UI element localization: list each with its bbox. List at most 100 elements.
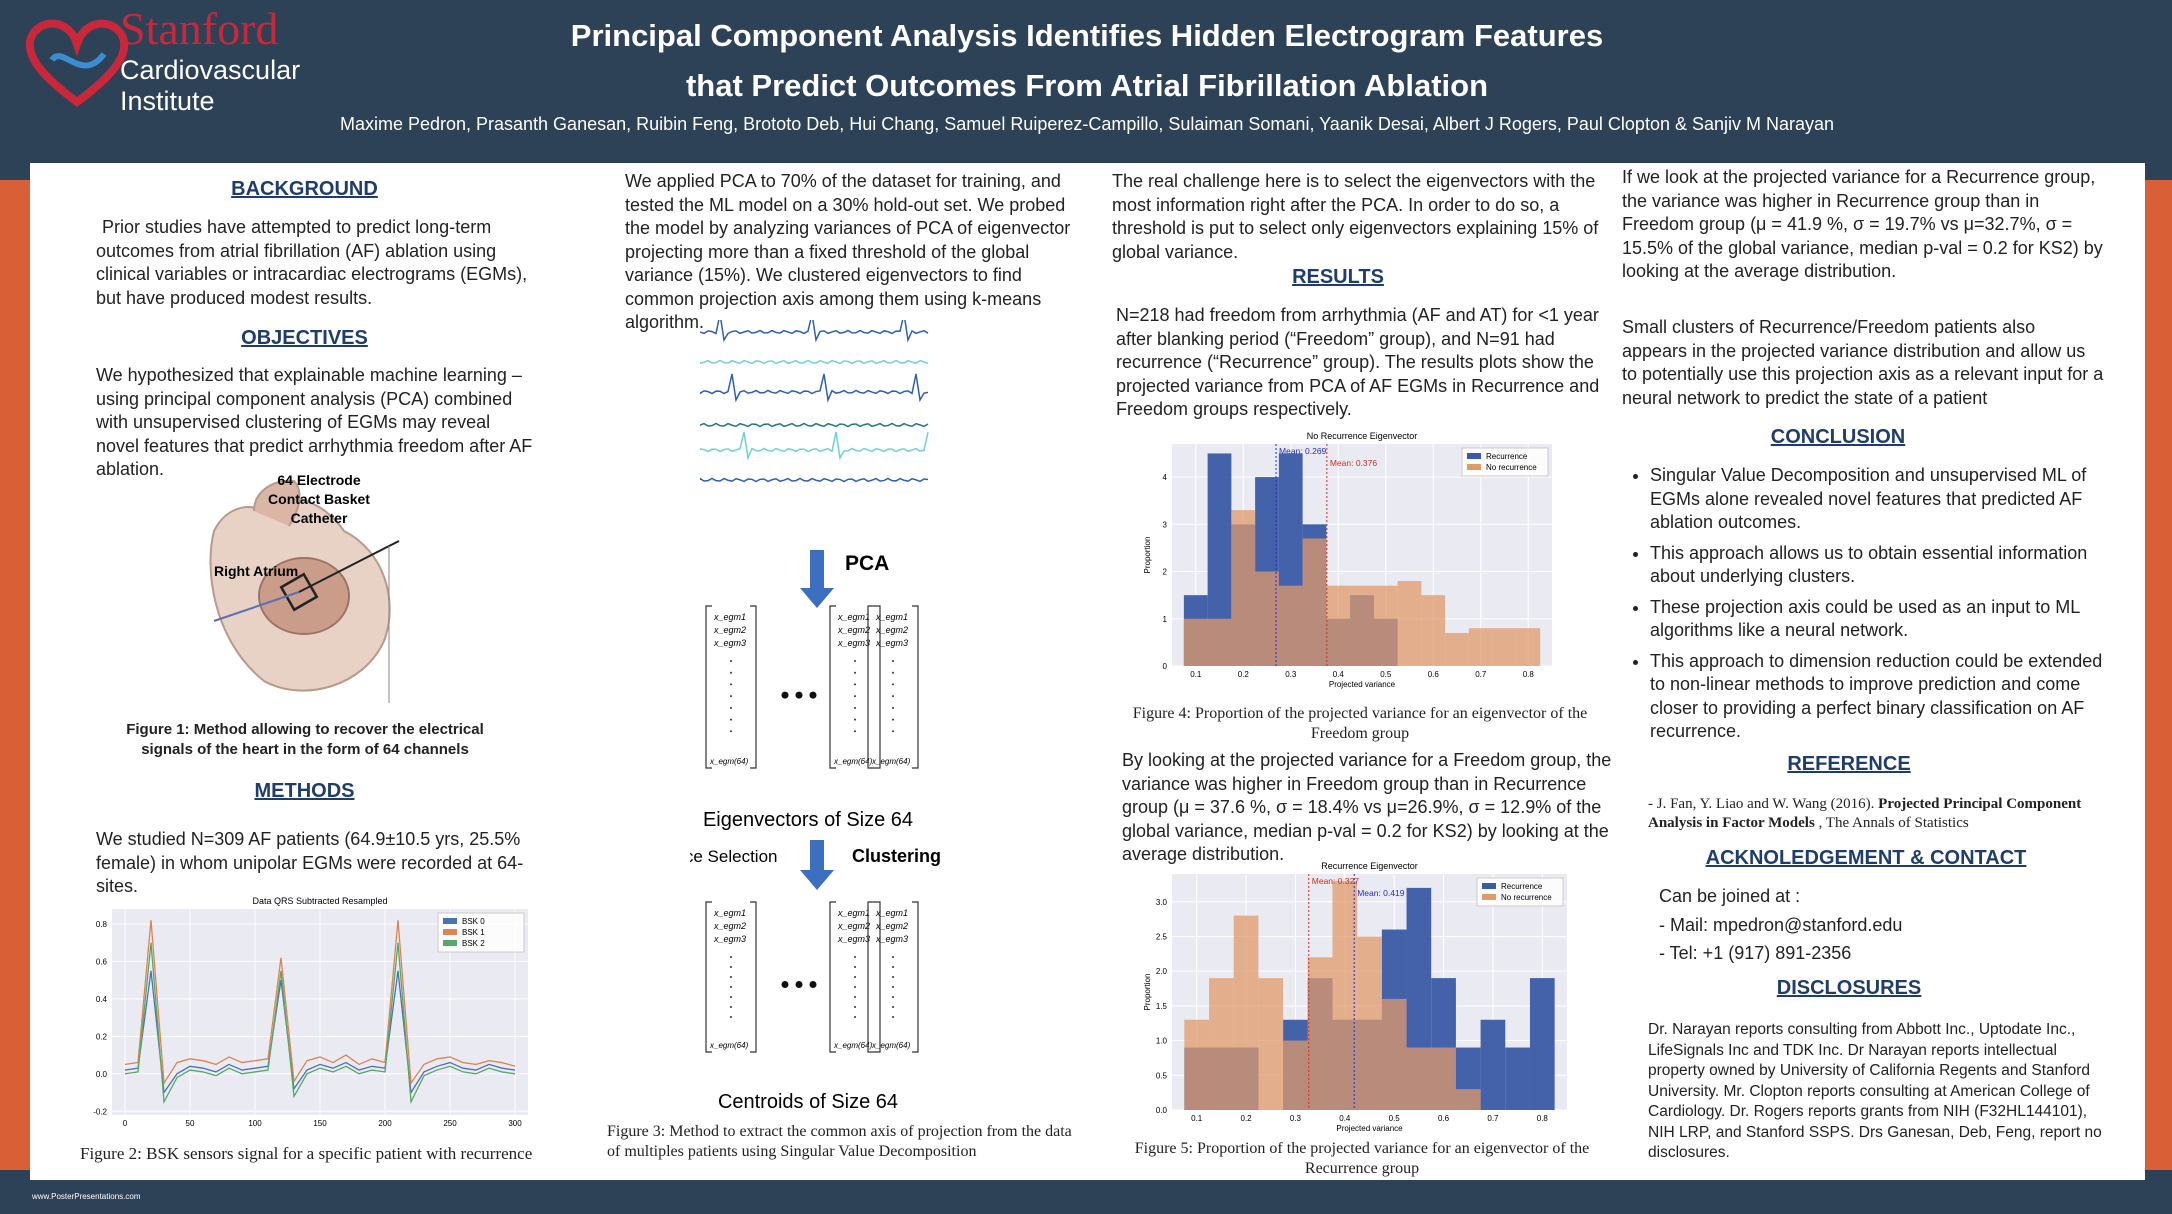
matrix-entry: x_egm2 (713, 625, 746, 635)
histogram-bar (1406, 1047, 1432, 1110)
paragraph: We studied N=309 AF patients (64.9±10.5 … (96, 829, 524, 896)
x-tick-label: 250 (443, 1119, 457, 1128)
x-tick-label: 200 (378, 1119, 392, 1128)
caption: Figure 5: Proportion of the projected va… (1134, 1140, 1590, 1177)
egm-trace (700, 359, 929, 365)
y-tick-label: 4 (1163, 473, 1168, 482)
figure4-chart: No Recurrence Eigenvector 0 1 2 3 4 0.1 0.2 0.3 0… (1143, 431, 1552, 689)
y-tick-label: 1.5 (1156, 1002, 1168, 1011)
matrix-dot (892, 695, 894, 698)
matrix-dot (892, 976, 894, 978)
matrix-dot (854, 695, 856, 698)
legend-label: Recurrence (1501, 882, 1543, 891)
matrix-entry: x_egm3 (713, 934, 746, 944)
y-tick-label: 0.4 (96, 995, 108, 1004)
heading: CONCLUSION (1770, 426, 1906, 448)
matrix-dot (730, 683, 732, 686)
ellipsis-dot (781, 981, 789, 988)
matrix-dot (854, 660, 856, 662)
contact-line: - Tel: +1 (917) 891-2356 (1659, 943, 1852, 963)
matrix-dot (730, 695, 732, 698)
matrix-bracket (705, 605, 757, 769)
matrix-dot (892, 1006, 894, 1008)
y-tick-label: 0.0 (96, 1070, 108, 1079)
y-tick-label: 3.0 (1156, 898, 1168, 907)
matrix-bracket (829, 901, 881, 1053)
histogram-bar (1307, 957, 1333, 1110)
legend-swatch (443, 940, 457, 946)
ref-title: Projected Principal Component Analysis i… (1648, 796, 2082, 831)
diagram-label: Eigenvectors of Size 64 (703, 809, 913, 831)
x-tick-label: 0.6 (1438, 1114, 1450, 1123)
x-tick-label: 0.4 (1339, 1114, 1351, 1123)
heading: BACKGROUND (231, 178, 378, 200)
matrix-entry: x_egm(64) (871, 1041, 911, 1050)
matrix-entry: x_egm1 (713, 612, 746, 622)
matrix-dot (854, 671, 856, 674)
x-tick-label: 0.7 (1475, 670, 1487, 679)
matrix-entry: x_egm(64) (871, 757, 911, 766)
mean-label: Mean: 0.419 (1357, 888, 1405, 898)
matrix-entry: x_egm(64) (709, 1041, 749, 1050)
histogram-bar (1516, 628, 1541, 666)
matrix-entry: x_egm3 (837, 934, 870, 944)
egm-trace (700, 320, 929, 343)
legend-label: BSK 2 (462, 939, 485, 948)
bullet: This approach allows us to obtain essent… (1650, 542, 2120, 589)
caption: Figure 1: Method allowing to recover the… (126, 721, 484, 758)
matrix-dot (854, 718, 856, 721)
matrix-entry: x_egm1 (713, 908, 746, 918)
matrix-dot (730, 671, 732, 674)
paragraph: Prior studies have attempted to predict … (96, 217, 528, 308)
line-series (124, 942, 516, 1105)
heading: ACKNOLEDGEMENT & CONTACT (1705, 847, 2027, 869)
histogram-bar (1373, 585, 1398, 666)
ref-authors: - J. Fan, Y. Liao and W. Wang (2016). (1648, 796, 1879, 812)
histogram-bar (1397, 580, 1422, 666)
histogram-bar (1492, 628, 1517, 666)
matrix-entry: x_egm3 (837, 638, 870, 648)
matrix-entry: x_egm3 (875, 638, 908, 648)
y-tick-label: 0.5 (1156, 1071, 1168, 1080)
x-tick-label: 150 (313, 1119, 327, 1128)
matrix-dot (892, 730, 894, 733)
matrix-dot (854, 683, 856, 686)
mean-label: Mean: 0.269 (1279, 446, 1327, 456)
matrix-dot (730, 966, 732, 968)
histogram-bar (1445, 632, 1469, 666)
diagram-label: Variance Selection (690, 847, 778, 866)
legend-box (1476, 877, 1564, 907)
matrix-dot (730, 706, 732, 709)
matrix-dot (892, 966, 894, 968)
x-tick-label: 0.1 (1190, 670, 1202, 679)
figure-label: Right Atrium (214, 563, 298, 579)
y-axis-label: Proportion (1143, 537, 1152, 574)
heading: OBJECTIVES (241, 327, 368, 349)
y-axis-label: Proportion (1143, 974, 1152, 1011)
histogram-bar (1381, 998, 1407, 1110)
legend-swatch (1467, 464, 1481, 470)
matrix-entry: x_egm2 (837, 625, 870, 635)
x-tick-label: 0.8 (1523, 670, 1535, 679)
matrix-dot (854, 1006, 856, 1008)
ellipsis-dot (795, 981, 803, 988)
matrix-bracket (829, 605, 881, 769)
y-tick-label: 1.0 (1156, 1037, 1168, 1046)
x-tick-label: 50 (186, 1119, 195, 1128)
x-tick-label: 300 (508, 1119, 522, 1128)
matrix-entry: x_egm2 (875, 625, 908, 635)
histogram-bar (1207, 453, 1232, 666)
histogram-bar (1468, 628, 1493, 666)
pca-diagram: PCA Eigenvectors of Size 64 Variance Sel… (690, 550, 941, 1113)
figure2-chart: Data QRS Subtracted Resampled -0.2 0.0 0.2 0… (93, 896, 528, 1128)
contact-line: - Mail: mpedron@stanford.edu (1659, 915, 1903, 935)
y-tick-label: 2 (1163, 568, 1168, 577)
ellipsis-dot (795, 691, 803, 699)
y-tick-label: 2.0 (1156, 967, 1168, 976)
ellipsis-dot (809, 981, 817, 988)
matrix-dot (854, 996, 856, 998)
figure-label: Contact Basket (268, 491, 370, 507)
bullet: These projection axis could be used as a… (1650, 596, 2120, 643)
matrix-entry: x_egm2 (713, 921, 746, 931)
matrix-dot (892, 683, 894, 686)
